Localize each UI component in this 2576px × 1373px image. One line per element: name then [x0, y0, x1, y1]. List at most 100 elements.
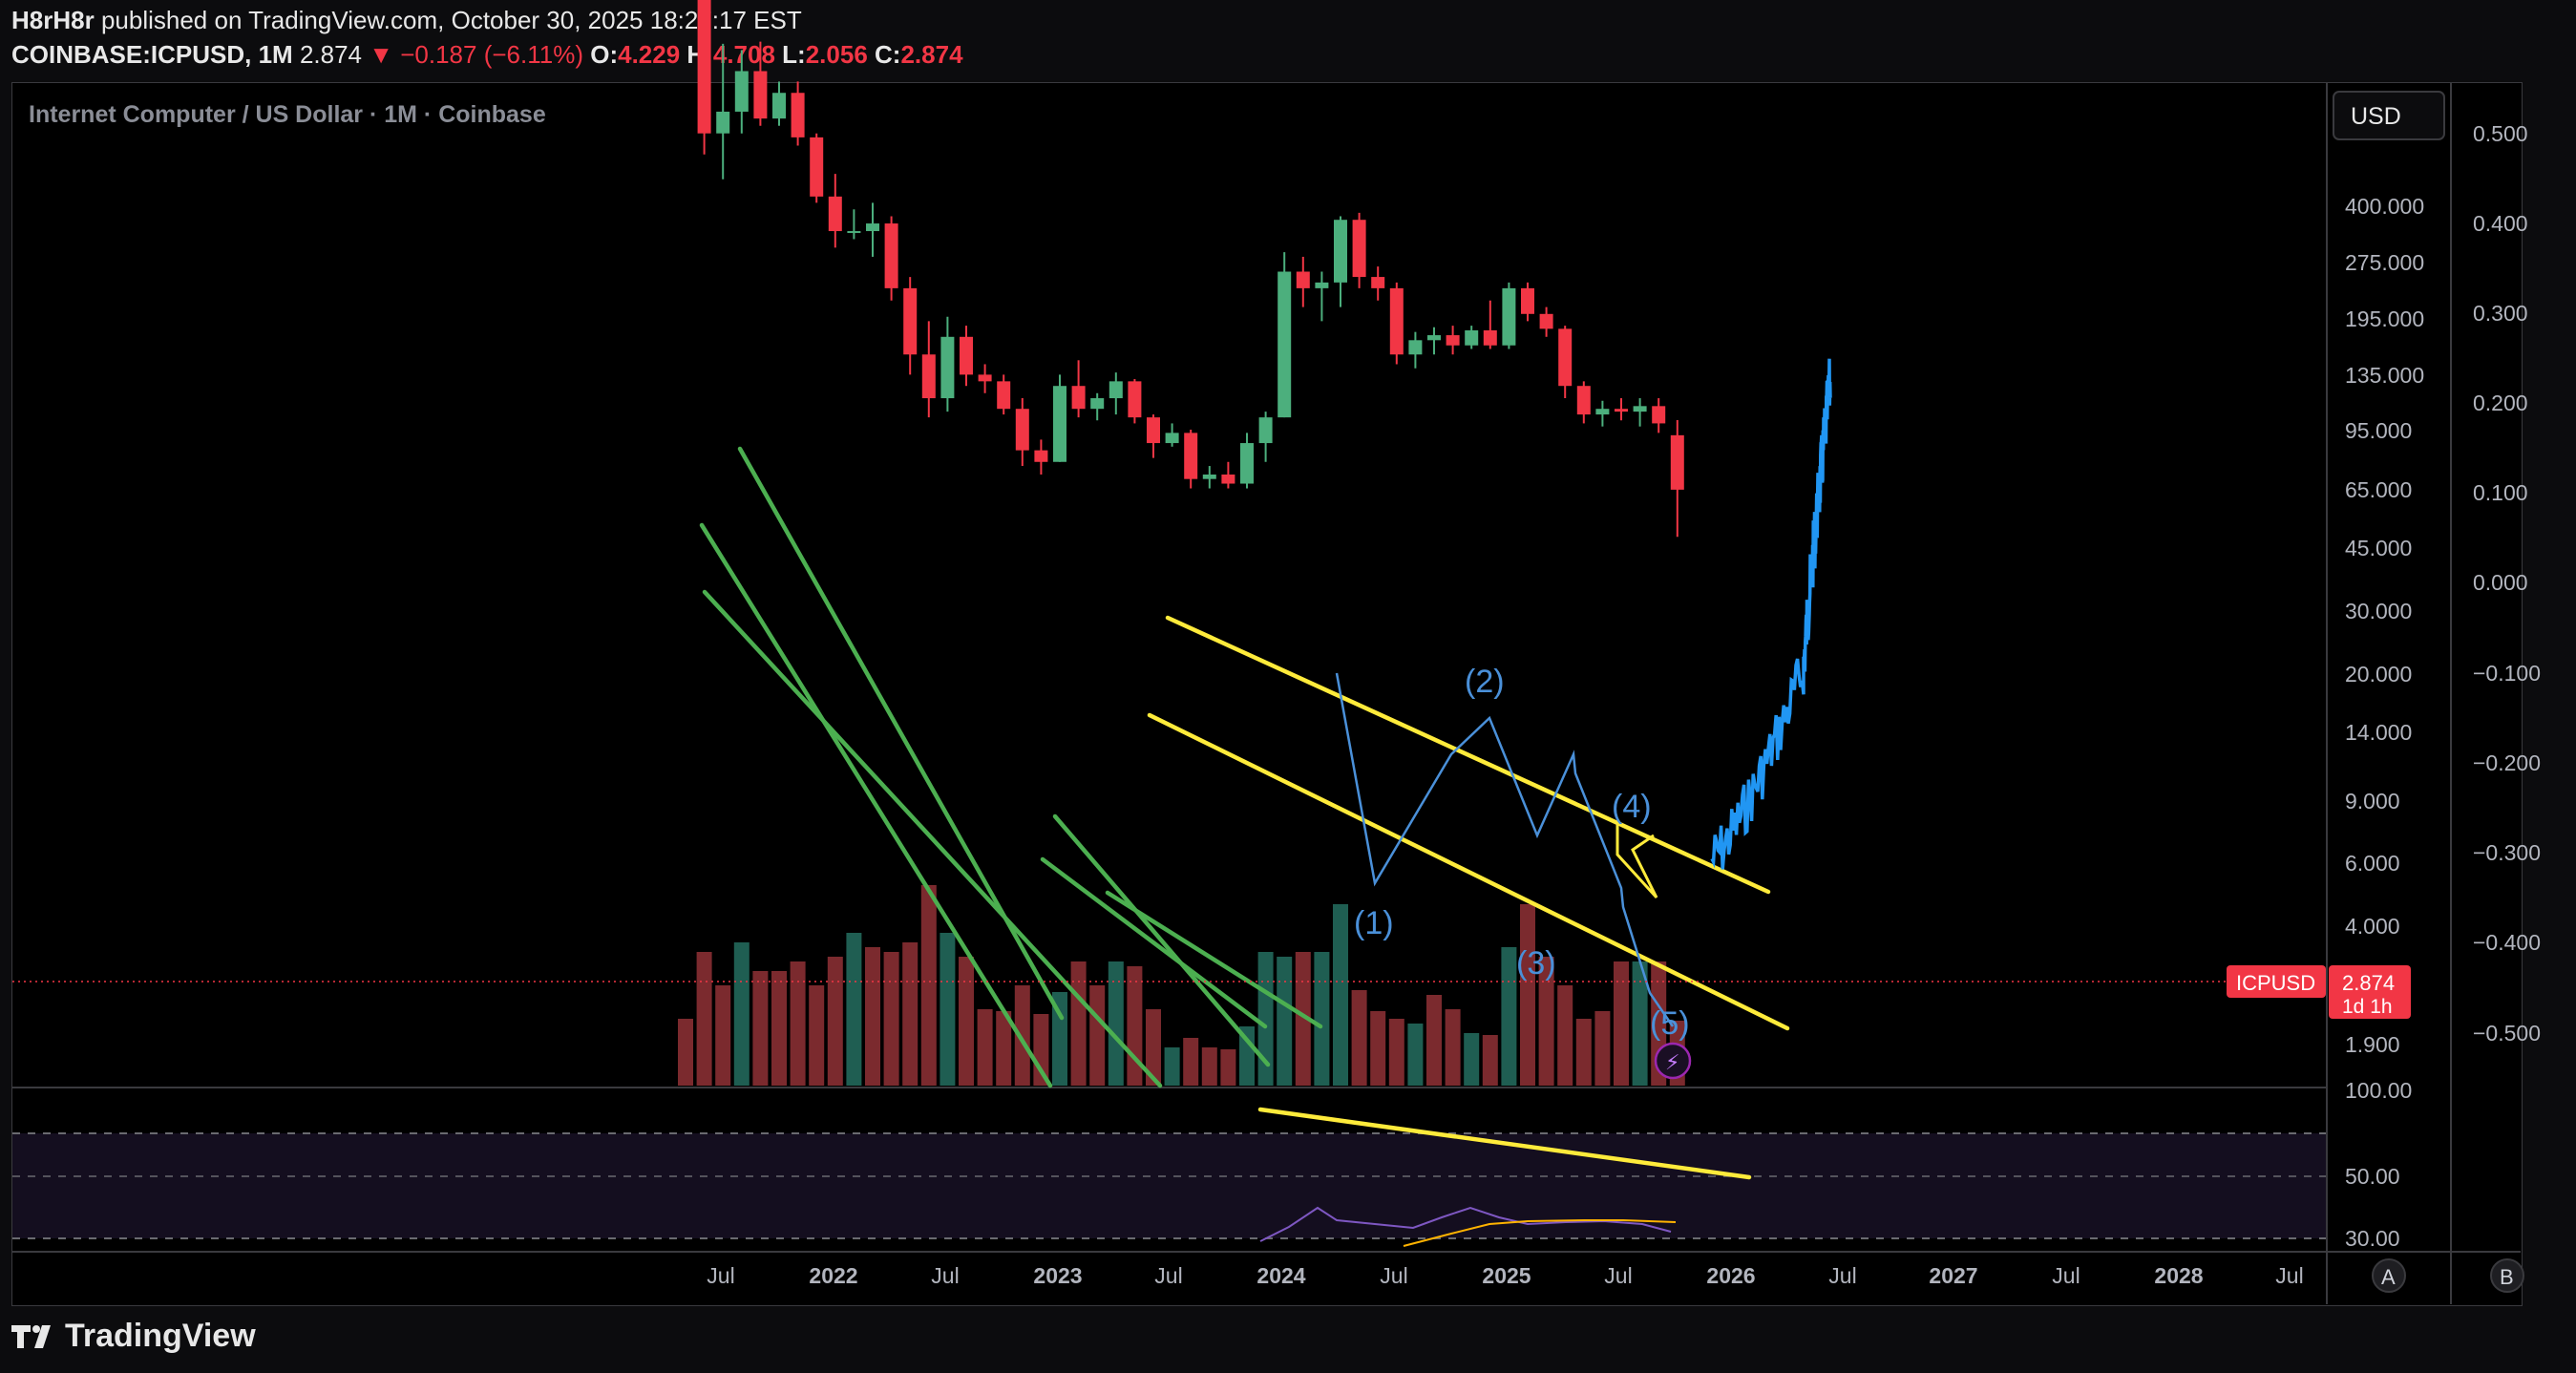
scale-button-a[interactable] [2372, 1258, 2406, 1293]
rsi-line [1259, 1206, 1672, 1242]
candle-body [1652, 406, 1666, 424]
time-axis-label: 2028 [2154, 1263, 2203, 1288]
green-trendline [737, 446, 1065, 1021]
price-change: −0.187 (−6.11%) [400, 40, 583, 69]
time-axis-label: Jul [2275, 1263, 2303, 1288]
volume-bar [1520, 904, 1535, 1086]
green-trendline [1052, 813, 1271, 1067]
volume-bar [1445, 1009, 1461, 1086]
volume-bar [678, 1019, 693, 1086]
volume-bar [771, 971, 787, 1086]
published-text: published on TradingView.com, October 30… [100, 6, 802, 34]
volume-bar [1388, 1019, 1404, 1086]
last-price: 2.874 [299, 40, 363, 69]
price-tag [2329, 965, 2411, 1019]
candle-body [1427, 335, 1441, 341]
candle-body [1521, 287, 1534, 314]
volume-bar [996, 1011, 1012, 1086]
volume-bar [1557, 985, 1573, 1086]
candle-body [1334, 220, 1347, 283]
outer-axis-label: 0.500 [2473, 121, 2528, 146]
candle-body [753, 71, 768, 119]
volume-bar [1594, 1011, 1611, 1086]
candle-body [1539, 313, 1553, 329]
yellow-channel [1147, 615, 1790, 1180]
currency-button[interactable] [2333, 91, 2445, 140]
candle-body [1202, 474, 1216, 479]
price-axis-label: 4.000 [2345, 914, 2400, 939]
brand-name: TradingView [65, 1318, 256, 1354]
time-axis-label: Jul [1828, 1263, 1856, 1288]
candle-body [978, 374, 992, 382]
wave-label: (1) [1354, 905, 1394, 941]
candle-body [1465, 330, 1479, 346]
wave-label: (4) [1612, 789, 1652, 825]
yellow-trendline [1257, 1107, 1752, 1180]
lightning-glyph: ⚡ [1665, 1051, 1679, 1075]
volume-bar [1239, 1026, 1255, 1086]
outer-axis-label: 0.300 [2473, 301, 2528, 326]
volume-bar [1070, 961, 1087, 1086]
projection-path [1710, 358, 1832, 870]
volume-bar [1295, 952, 1311, 1086]
time-axis-label: 2025 [1482, 1263, 1531, 1288]
volume-bar [827, 957, 843, 1086]
candle-body [847, 231, 861, 234]
candle-body [1558, 328, 1573, 387]
price-axis-label: 6.000 [2345, 851, 2400, 876]
projection-line [1710, 358, 1832, 870]
candle-body [1502, 287, 1516, 346]
time-axis-label: 2024 [1256, 1263, 1305, 1288]
volume-bar [920, 885, 937, 1086]
volume-bar [1127, 966, 1143, 1086]
time-axis-label: Jul [1604, 1263, 1632, 1288]
price-axis-label: 65.000 [2345, 477, 2412, 502]
volume-bar [1351, 990, 1367, 1086]
price-axis-label: 20.000 [2345, 662, 2412, 686]
volume-bar [977, 1009, 993, 1086]
candle-body [716, 111, 730, 134]
candle-body [1240, 443, 1254, 484]
volume-bar [809, 985, 825, 1086]
volume-bar [715, 985, 731, 1086]
outer-axis-label: −0.200 [2473, 750, 2541, 775]
yellow-trendline [1147, 712, 1790, 1031]
volume-bar [1314, 952, 1330, 1086]
candle-body [1071, 386, 1086, 410]
green-trendline [1105, 890, 1323, 1029]
volume-bar [790, 961, 806, 1086]
candle-body [1408, 340, 1423, 355]
price-axis-label: 45.000 [2345, 536, 2412, 560]
volume-bar [902, 942, 918, 1086]
volume-bar [1632, 961, 1648, 1086]
brand-footer[interactable]: TradingView [11, 1318, 256, 1355]
wave-label: (2) [1465, 664, 1505, 700]
author-name[interactable]: H8rH8r [11, 6, 95, 34]
candle-body [772, 93, 786, 119]
volume-bar [1482, 1035, 1498, 1086]
lightning-icon[interactable] [1654, 1042, 1692, 1080]
outer-axis-label: −0.100 [2473, 661, 2541, 686]
scale-button-b[interactable] [2490, 1258, 2524, 1293]
candle-body [1165, 433, 1179, 444]
rsi-axis-label: 100.00 [2345, 1078, 2412, 1103]
ohlc-low-label: L: [782, 40, 806, 69]
time-axis-label: 2023 [1033, 1263, 1082, 1288]
ohlc-low: 2.056 [805, 40, 868, 69]
volume-bar [696, 952, 712, 1086]
currency-label: USD [2351, 103, 2401, 130]
time-axis-label: Jul [1380, 1263, 1407, 1288]
green-trendline [699, 522, 1053, 1088]
candle-body [940, 336, 955, 399]
price-axis-label: 9.000 [2345, 789, 2400, 813]
symbol-tag-label: ICPUSD [2236, 971, 2315, 995]
candle-body [1128, 381, 1142, 418]
outer-axis-label: −0.300 [2473, 840, 2541, 865]
symbol-ohlc-line: COINBASE:ICPUSD, 1M 2.874 ▼ −0.187 (−6.1… [11, 40, 963, 70]
outer-axis-label: 0.400 [2473, 211, 2528, 236]
candle-body [1109, 381, 1123, 399]
candle-body [697, 0, 711, 134]
volume-bar [1108, 961, 1124, 1086]
wave-path [1335, 672, 1675, 1027]
